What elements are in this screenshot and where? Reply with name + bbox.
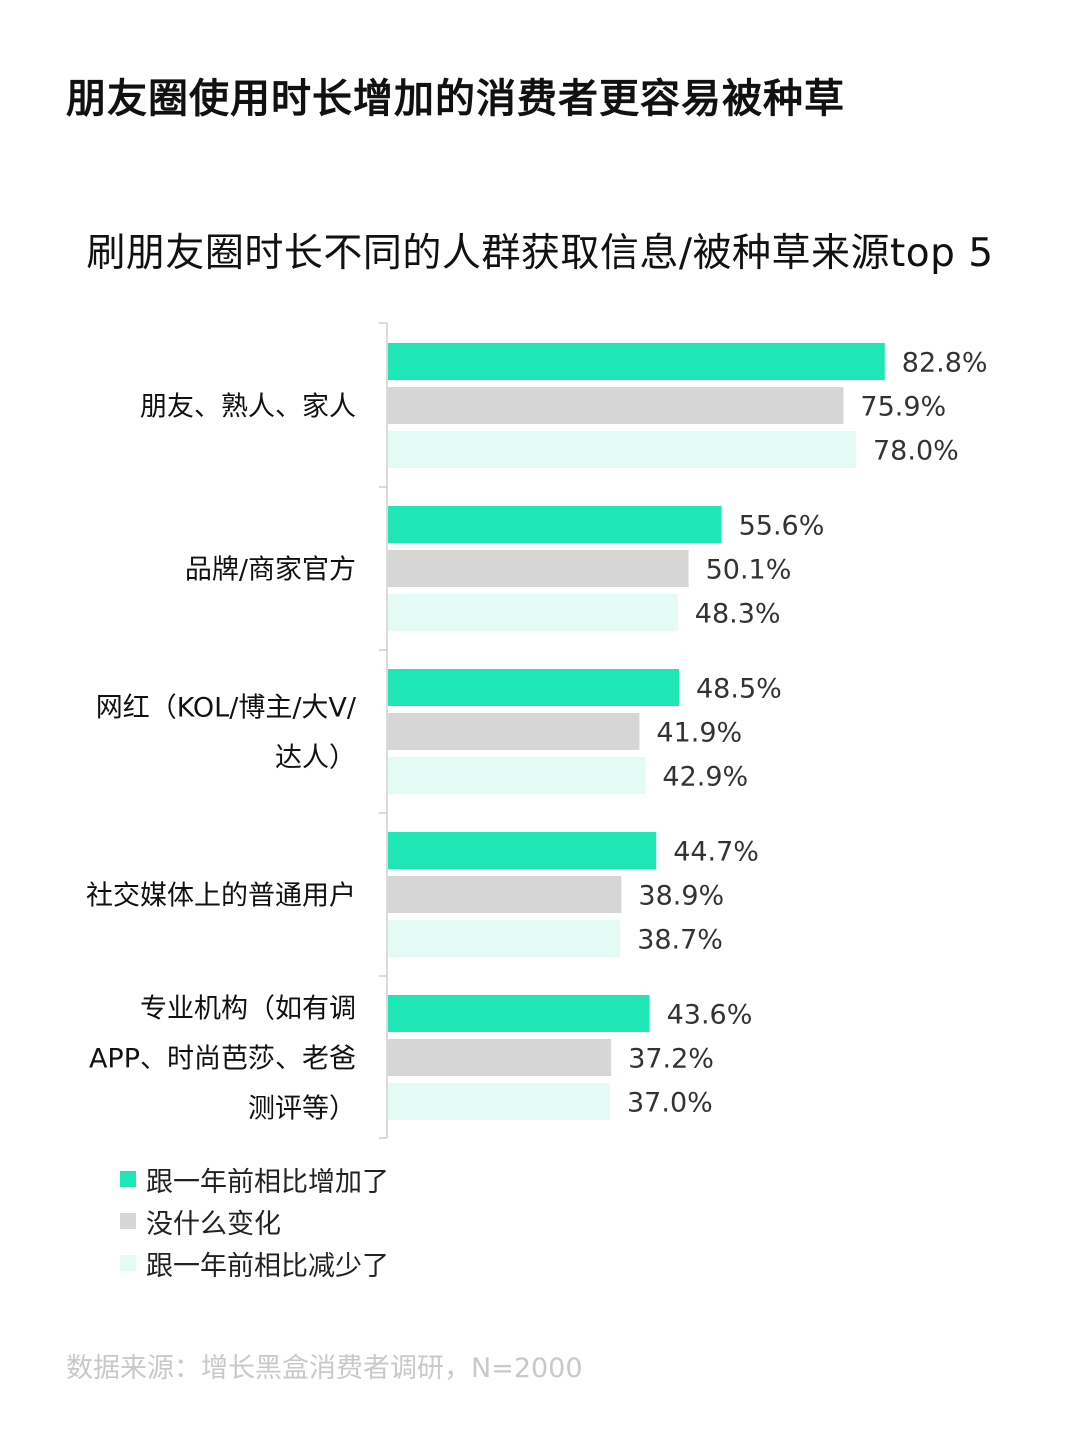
data-label-decreased-5: 37.0% — [627, 1088, 713, 1119]
data-label-increased-1: 82.8% — [902, 348, 988, 379]
legend-swatch-increased — [120, 1171, 136, 1187]
category-label-3: 网红（KOL/博主/大V/ — [96, 693, 357, 724]
page-title: 朋友圈使用时长增加的消费者更容易被种草 — [66, 76, 845, 122]
legend: 跟一年前相比增加了 没什么变化 跟一年前相比减少了 — [120, 1158, 389, 1284]
bar-decreased-5 — [388, 1083, 610, 1120]
bar-unchanged-5 — [388, 1039, 612, 1076]
bar-decreased-1 — [388, 431, 856, 468]
data-label-unchanged-4: 38.9% — [638, 881, 724, 912]
legend-label-unchanged: 没什么变化 — [146, 1208, 281, 1240]
bar-decreased-4 — [388, 920, 621, 957]
category-label-3: 达人） — [275, 743, 356, 774]
legend-item-decreased: 跟一年前相比减少了 — [120, 1242, 389, 1284]
chart-title: 刷朋友圈时长不同的人群获取信息/被种草来源top 5 — [86, 231, 994, 276]
bar-unchanged-3 — [388, 713, 640, 750]
data-label-unchanged-5: 37.2% — [628, 1044, 714, 1075]
bar-unchanged-4 — [388, 876, 622, 913]
data-label-increased-4: 44.7% — [673, 837, 759, 868]
bar-unchanged-1 — [388, 387, 844, 424]
data-label-decreased-3: 42.9% — [662, 762, 748, 793]
category-label-2: 品牌/商家官方 — [185, 555, 356, 586]
legend-label-decreased: 跟一年前相比减少了 — [146, 1250, 389, 1282]
legend-item-unchanged: 没什么变化 — [120, 1200, 389, 1242]
data-label-increased-3: 48.5% — [696, 674, 782, 705]
data-label-decreased-2: 48.3% — [695, 599, 781, 630]
legend-swatch-unchanged — [120, 1213, 136, 1229]
bar-increased-4 — [388, 832, 657, 869]
data-label-unchanged-3: 41.9% — [656, 718, 742, 749]
legend-label-increased: 跟一年前相比增加了 — [146, 1166, 389, 1198]
bar-increased-1 — [388, 343, 885, 380]
category-label-4: 社交媒体上的普通用户 — [86, 881, 356, 912]
data-label-decreased-1: 78.0% — [873, 436, 959, 467]
category-label-5: APP、时尚芭莎、老爸 — [89, 1044, 356, 1075]
category-label-5: 测评等） — [248, 1094, 356, 1125]
category-label-1: 朋友、熟人、家人 — [140, 392, 356, 423]
legend-item-increased: 跟一年前相比增加了 — [120, 1158, 389, 1200]
bar-increased-3 — [388, 669, 679, 706]
category-label-5: 专业机构（如有调 — [140, 994, 356, 1025]
data-label-increased-5: 43.6% — [667, 1000, 753, 1031]
data-label-unchanged-1: 75.9% — [860, 392, 946, 423]
bar-increased-2 — [388, 506, 722, 543]
bar-decreased-3 — [388, 757, 646, 794]
bar-decreased-2 — [388, 594, 678, 631]
legend-swatch-decreased — [120, 1255, 136, 1271]
bar-unchanged-2 — [388, 550, 689, 587]
bar-increased-5 — [388, 995, 650, 1032]
data-source-note: 数据来源：增长黑盒消费者调研，N=2000 — [66, 1353, 583, 1384]
data-label-increased-2: 55.6% — [739, 511, 825, 542]
data-label-decreased-4: 38.7% — [637, 925, 723, 956]
data-label-unchanged-2: 50.1% — [706, 555, 792, 586]
